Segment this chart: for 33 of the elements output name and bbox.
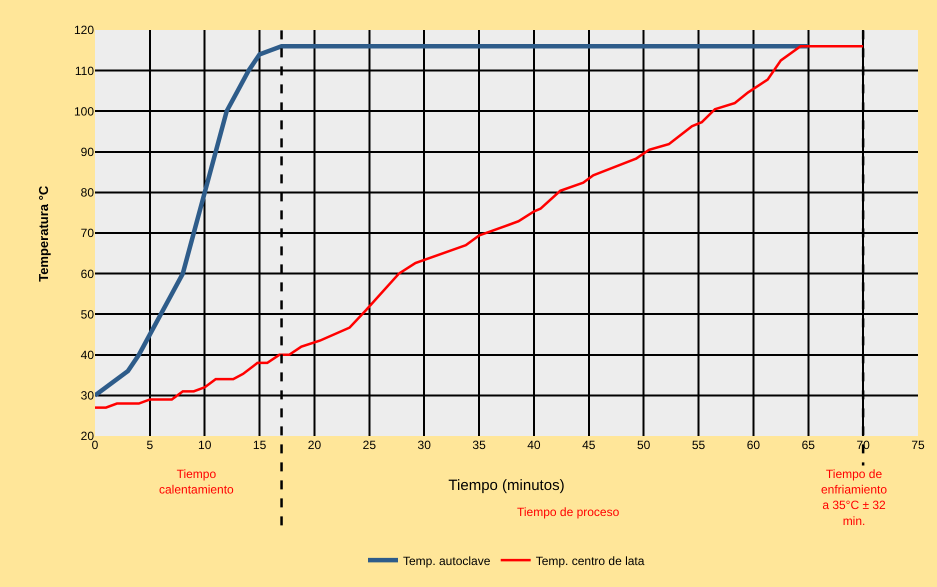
y-tick-label: 40 <box>80 348 94 362</box>
x-tick-label: 70 <box>856 438 870 452</box>
x-tick-label: 15 <box>252 438 267 452</box>
y-tick-label: 100 <box>74 104 94 118</box>
text: Tiempo de proceso <box>517 505 620 519</box>
x-tick-label: 45 <box>582 438 596 452</box>
x-tick-label: 0 <box>92 438 99 452</box>
x-tick-label: 40 <box>527 438 541 452</box>
y-axis-title: Temperatura °C <box>36 185 51 282</box>
x-tick-label: 25 <box>362 438 376 452</box>
x-axis-title: Tiempo (minutos) <box>448 477 565 494</box>
x-tick-label: 20 <box>308 438 322 452</box>
text: Tiempo de enfriamiento a 35°C ± 32 min. <box>821 467 888 528</box>
y-tick-label: 90 <box>80 145 94 159</box>
text: Tiempo calentamiento <box>159 467 234 497</box>
x-tick-label: 35 <box>472 438 486 452</box>
legend-label: Temp. centro de lata <box>536 554 645 568</box>
y-tick-label: 110 <box>74 64 94 78</box>
x-tick-label: 30 <box>418 438 432 452</box>
x-tick-label: 10 <box>198 438 212 452</box>
y-tick-label: 30 <box>80 388 94 403</box>
legend-label: Temp. autoclave <box>403 554 491 568</box>
y-tick-label: 120 <box>74 23 94 38</box>
x-tick-label: 60 <box>746 438 760 452</box>
y-tick-label: 60 <box>80 266 94 281</box>
x-tick-label: 5 <box>146 438 154 452</box>
y-tick-label: 70 <box>80 226 94 240</box>
x-tick-label: 55 <box>692 438 706 452</box>
x-tick-label: 65 <box>802 438 816 452</box>
y-tick-label: 50 <box>80 307 94 322</box>
x-tick-label: 75 <box>911 438 925 452</box>
y-tick-label: 80 <box>80 186 94 200</box>
x-tick-label: 50 <box>636 438 651 452</box>
